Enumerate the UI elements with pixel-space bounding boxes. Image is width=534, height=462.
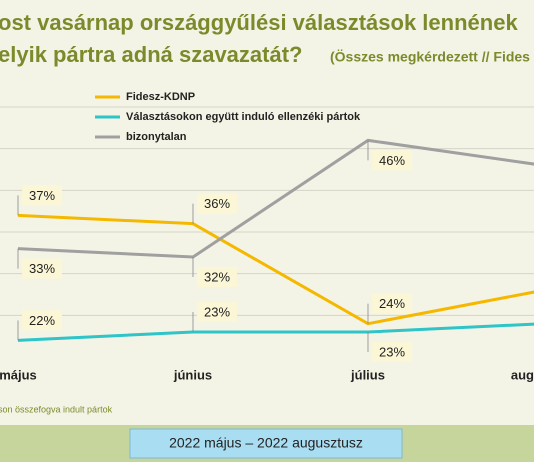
label-box [22, 310, 62, 331]
data-label: 23% [204, 304, 230, 319]
data-label: 46% [379, 153, 405, 168]
data-label: 22% [29, 313, 55, 328]
legend-label: Fidesz-KDNP [126, 91, 195, 103]
series-line [17, 322, 534, 342]
period: 2022 május – 2022 augusztusz [169, 435, 363, 451]
legend-label: bizonytalan [126, 131, 187, 143]
data-label: 33% [29, 261, 55, 276]
x-tick-label: július [350, 367, 385, 382]
data-label: 37% [29, 188, 55, 203]
background [0, 0, 534, 425]
label-box [372, 150, 412, 171]
label-box [372, 342, 412, 362]
period-box [129, 428, 403, 459]
label-box [197, 302, 237, 322]
label-box [372, 293, 412, 314]
data-label: 24% [379, 296, 405, 311]
data-label: 36% [204, 196, 230, 211]
data-label: 23% [379, 344, 405, 359]
x-tick-label: augusztus [511, 367, 534, 382]
footnote: son összefogva indult pártok [0, 404, 113, 414]
x-tick-label: május [0, 367, 37, 382]
series-line [17, 138, 534, 259]
data-label: 32% [204, 269, 230, 284]
subtitle-note: (Összes megkérdezett // Fides [330, 49, 530, 65]
label-box [22, 185, 62, 206]
chart-title: ost vasárnap országgyűlési választások l… [0, 10, 518, 35]
x-tick-label: június [173, 367, 212, 382]
label-box [197, 193, 237, 214]
label-box [22, 258, 62, 279]
label-box [197, 267, 237, 287]
series-line [17, 213, 534, 326]
chart-subtitle: elyik pártra adná szavazatát? [0, 42, 302, 67]
legend-label: Választásokon együtt induló ellenzéki pá… [126, 111, 361, 123]
